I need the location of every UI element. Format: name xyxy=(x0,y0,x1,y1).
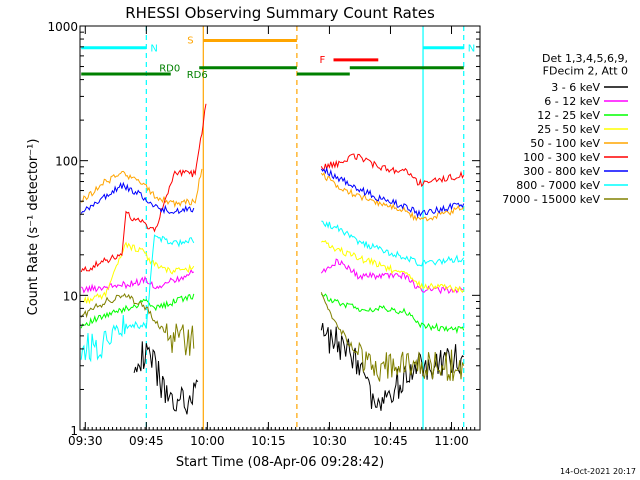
marker-label-0: N xyxy=(150,44,157,55)
marker-label-3: F xyxy=(320,55,326,66)
series-line-6 xyxy=(80,166,465,219)
legend-header-1: FDecim 2, Att 0 xyxy=(543,65,628,78)
x-tick-label-4: 10:30 xyxy=(312,434,347,448)
series-line-4 xyxy=(81,168,465,222)
series-line-3 xyxy=(81,240,465,305)
chart-title: RHESSI Observing Summary Count Rates xyxy=(125,4,435,22)
marker-label-1: N xyxy=(468,44,475,55)
legend-header-0: Det 1,3,4,5,6,9, xyxy=(542,52,628,65)
legend-entry-0: 3 - 6 keV xyxy=(551,81,600,94)
y-tick-label-3: 1000 xyxy=(47,20,78,34)
plot-frame xyxy=(79,25,481,431)
y-tick-label-2: 100 xyxy=(55,155,78,169)
marker-label-4: RD0 xyxy=(159,64,180,75)
axes: 09:30 09:45 10:00 10:15 10:30 10:45 11:00 1 10 10… xyxy=(47,20,481,448)
series-line-1 xyxy=(80,258,464,295)
marker-label-2: S xyxy=(187,36,193,47)
legend-entry-7: 800 - 7000 keV xyxy=(516,179,600,192)
series-line-0 xyxy=(133,323,464,415)
series-line-7 xyxy=(80,220,465,363)
legend-entry-6: 300 - 800 keV xyxy=(523,165,600,178)
series-group xyxy=(80,103,465,415)
footer-timestamp: 14-Oct-2021 20:17 xyxy=(560,467,636,476)
legend-entry-3: 25 - 50 keV xyxy=(537,123,600,136)
series-line-5 xyxy=(80,103,465,273)
x-tick-label-2: 10:00 xyxy=(190,434,225,448)
series-line-8 xyxy=(80,292,465,382)
observing-markers: N N S F RD0 RD6 xyxy=(81,36,475,81)
x-tick-label-3: 10:15 xyxy=(251,434,286,448)
x-tick-label-5: 10:45 xyxy=(373,434,408,448)
y-tick-label-1: 10 xyxy=(63,289,78,303)
legend-entry-2: 12 - 25 keV xyxy=(537,109,600,122)
series-line-2 xyxy=(80,293,465,335)
x-tick-label-6: 11:00 xyxy=(434,434,469,448)
legend-entry-1: 6 - 12 keV xyxy=(544,95,600,108)
x-axis-label: Start Time (08-Apr-06 09:28:42) xyxy=(176,455,384,470)
legend-entry-4: 50 - 100 keV xyxy=(530,137,600,150)
y-axis-label: Count Rate (s⁻¹ detector⁻¹) xyxy=(26,139,41,316)
legend-entry-8: 7000 - 15000 keV xyxy=(502,193,600,206)
marker-label-6: RD6 xyxy=(187,70,208,81)
legend-entry-5: 100 - 300 keV xyxy=(523,151,600,164)
y-tick-label-0: 1 xyxy=(70,424,78,438)
x-tick-label-1: 09:45 xyxy=(129,434,164,448)
vertical-lines xyxy=(145,26,465,430)
x-tick-label-0: 09:30 xyxy=(68,434,103,448)
legend: Det 1,3,4,5,6,9,FDecim 2, Att 0 3 - 6 keV… xyxy=(502,52,628,206)
